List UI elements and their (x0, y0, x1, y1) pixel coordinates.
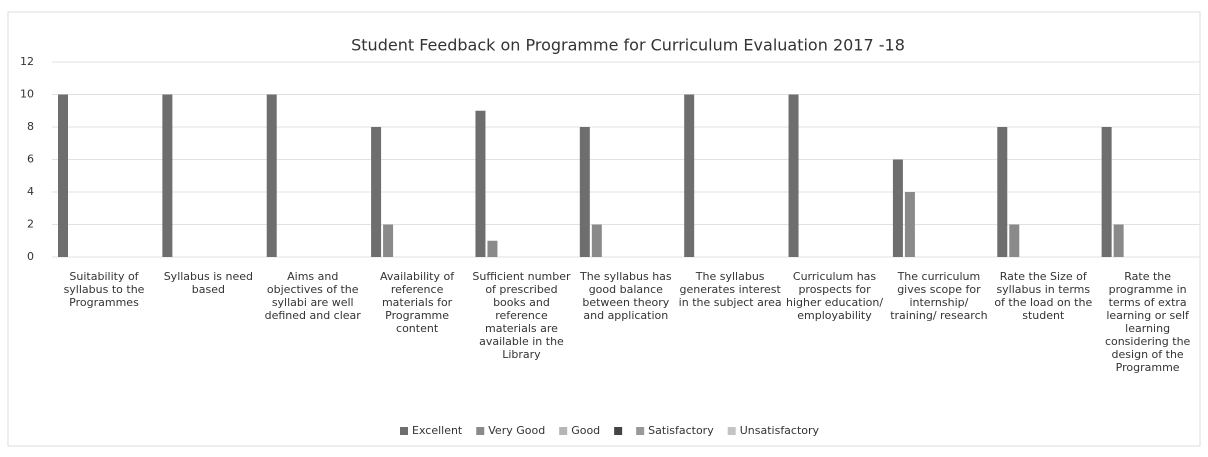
bar (383, 224, 394, 257)
x-tick-label: The syllabus generates interest in the s… (678, 270, 782, 309)
bar (997, 127, 1008, 257)
legend-swatch (636, 427, 645, 435)
bar (475, 110, 486, 257)
bar (1113, 224, 1124, 257)
y-tick-label: 12 (20, 55, 34, 68)
y-tick-label: 2 (27, 218, 34, 231)
legend-swatch (476, 427, 485, 435)
x-tick-label: Rate the Size of syllabus in terms of th… (994, 270, 1093, 322)
x-tick-label: Syllabus is need based (163, 270, 254, 296)
bar (371, 127, 382, 257)
legend-label: Good (571, 424, 600, 437)
legend-swatch (614, 427, 623, 435)
bar (579, 127, 590, 257)
bar (58, 94, 68, 257)
bar (591, 224, 602, 257)
legend-swatch (400, 427, 408, 435)
bar (892, 159, 903, 257)
chart-title: Student Feedback on Programme for Curric… (351, 36, 905, 55)
legend-swatch (559, 427, 568, 435)
y-tick-label: 4 (27, 185, 34, 198)
bar (684, 94, 695, 257)
chart-border (7, 11, 1201, 447)
bar (1009, 224, 1020, 257)
bar (487, 240, 498, 257)
bar (788, 94, 799, 257)
y-tick-label: 0 (27, 250, 34, 263)
legend-label: Very Good (488, 424, 545, 437)
bar (904, 192, 915, 257)
y-tick-label: 10 (20, 88, 34, 101)
x-tick-label: Rate the programme in terms of extra lea… (1104, 270, 1191, 374)
y-tick-label: 8 (27, 120, 34, 133)
x-tick-label: Aims and objectives of the syllabi are w… (264, 270, 361, 322)
x-tick-label: Curriculum has prospects for higher educ… (786, 270, 884, 322)
x-tick-label: The curriculum gives scope for internshi… (890, 270, 988, 322)
legend-label: Satisfactory (648, 424, 714, 437)
bar (266, 94, 277, 257)
x-tick-label: Suitability of syllabus to the Programme… (63, 270, 145, 309)
bar (1101, 127, 1112, 257)
x-tick-label: Sufficient number of prescribed books an… (472, 270, 571, 361)
y-tick-label: 6 (27, 153, 34, 166)
legend-swatch (727, 427, 736, 435)
legend-label: Unsatisfactory (740, 424, 820, 437)
x-tick-label: Availability of reference materials for … (380, 270, 455, 335)
x-tick-label: The syllabus has good balance between th… (579, 270, 672, 322)
legend-label: Excellent (412, 424, 463, 437)
bar (162, 94, 173, 257)
